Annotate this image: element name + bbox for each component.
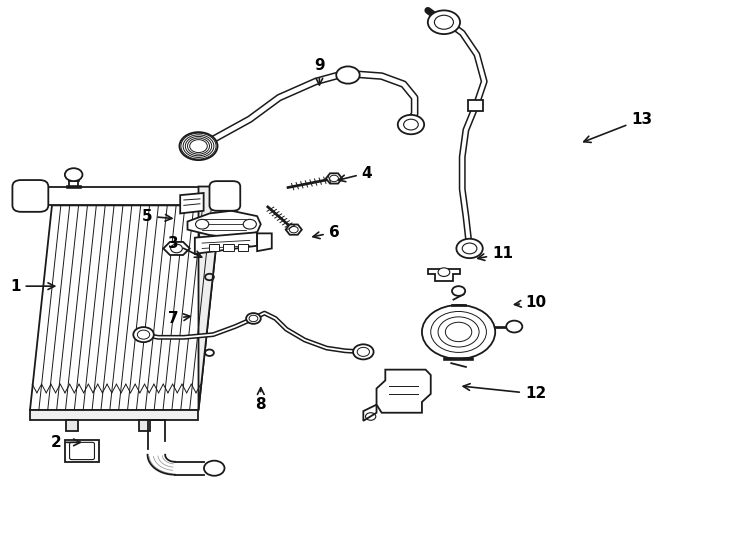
Circle shape bbox=[457, 239, 483, 258]
Circle shape bbox=[506, 321, 523, 333]
Text: 8: 8 bbox=[255, 388, 266, 412]
Polygon shape bbox=[30, 205, 220, 410]
FancyBboxPatch shape bbox=[12, 180, 48, 212]
Polygon shape bbox=[286, 225, 302, 235]
Circle shape bbox=[398, 115, 424, 134]
Circle shape bbox=[452, 286, 465, 296]
Text: 3: 3 bbox=[167, 235, 202, 257]
Text: 2: 2 bbox=[50, 435, 80, 450]
Text: 7: 7 bbox=[167, 311, 190, 326]
Polygon shape bbox=[468, 100, 483, 111]
Polygon shape bbox=[257, 233, 272, 251]
Polygon shape bbox=[180, 193, 203, 213]
Text: 1: 1 bbox=[10, 279, 54, 294]
Text: 4: 4 bbox=[338, 166, 372, 181]
Polygon shape bbox=[377, 370, 431, 413]
FancyBboxPatch shape bbox=[208, 244, 219, 251]
FancyBboxPatch shape bbox=[209, 181, 240, 211]
Circle shape bbox=[204, 461, 225, 476]
Text: 11: 11 bbox=[478, 246, 513, 261]
Circle shape bbox=[134, 327, 154, 342]
FancyBboxPatch shape bbox=[65, 440, 99, 462]
Polygon shape bbox=[187, 211, 261, 238]
Polygon shape bbox=[37, 186, 220, 205]
Polygon shape bbox=[30, 410, 198, 420]
Polygon shape bbox=[363, 404, 377, 421]
FancyBboxPatch shape bbox=[223, 244, 233, 251]
Polygon shape bbox=[164, 242, 189, 255]
FancyBboxPatch shape bbox=[238, 244, 248, 251]
Text: 10: 10 bbox=[515, 295, 546, 310]
Polygon shape bbox=[198, 186, 220, 410]
Circle shape bbox=[353, 345, 374, 360]
Polygon shape bbox=[66, 420, 78, 430]
Text: 9: 9 bbox=[314, 58, 324, 85]
Text: 5: 5 bbox=[142, 208, 172, 224]
Circle shape bbox=[438, 268, 450, 276]
Circle shape bbox=[195, 219, 208, 229]
Text: 13: 13 bbox=[584, 112, 653, 143]
Circle shape bbox=[336, 66, 360, 84]
Circle shape bbox=[428, 10, 460, 34]
Polygon shape bbox=[428, 269, 460, 281]
Text: 6: 6 bbox=[313, 225, 339, 240]
Circle shape bbox=[179, 132, 217, 160]
Circle shape bbox=[422, 305, 495, 359]
Circle shape bbox=[246, 313, 261, 324]
Polygon shape bbox=[195, 232, 257, 254]
Polygon shape bbox=[326, 173, 342, 184]
Circle shape bbox=[243, 219, 256, 229]
Circle shape bbox=[65, 168, 82, 181]
Polygon shape bbox=[139, 420, 150, 430]
Text: 12: 12 bbox=[463, 383, 546, 401]
